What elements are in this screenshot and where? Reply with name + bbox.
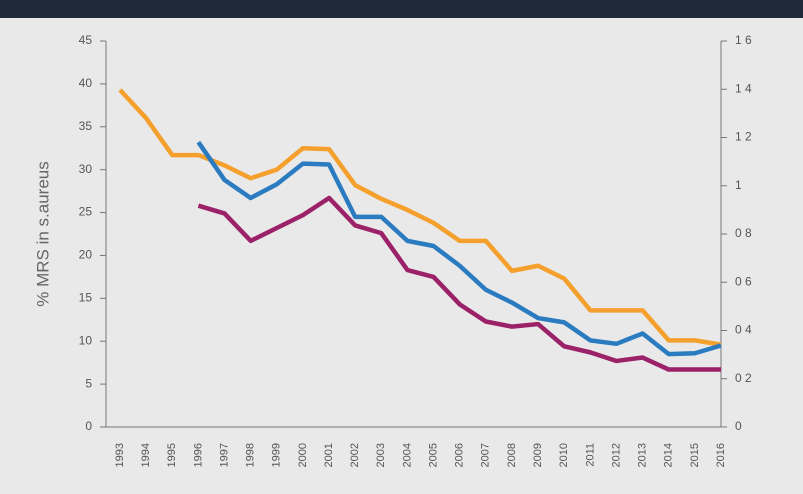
header-band [0,0,803,18]
x-tick-label: 1995 [166,443,178,467]
x-tick-label: 2000 [297,443,309,467]
y-tick-label: 40 [79,76,93,90]
x-tick-label: 1993 [114,443,126,467]
x-tick-label: 1997 [218,443,230,467]
x-tick-label: 1999 [271,443,283,467]
x-tick-label: 2009 [532,443,544,467]
y-axis-label: % MRS in s.aureus [33,161,52,307]
y-tick-label: 0 [85,419,92,433]
x-tick-label: 2007 [480,443,492,467]
x-tick-label: 2002 [349,443,361,467]
y2-tick-label: 0 8 [735,226,752,240]
y-tick-label: 20 [79,248,93,262]
series-line [196,140,722,357]
x-tick-label: 2012 [610,443,622,467]
y-tick-label: 45 [79,33,93,47]
series-line [118,88,722,347]
y2-tick-label: 1 [735,178,742,192]
x-tick-label: 2006 [454,443,466,467]
x-tick-label: 1994 [140,443,152,467]
series-line [197,195,721,372]
x-tick-label: 2016 [715,443,727,467]
x-tick-label: 1996 [192,443,204,467]
x-tick-label: 1998 [245,443,257,467]
x-tick-label: 2014 [663,443,675,467]
y2-tick-label: 1 6 [735,33,752,47]
y2-tick-label: 1 2 [735,130,752,144]
y-tick-label: 30 [79,162,93,176]
x-tick-label: 2015 [689,443,701,467]
x-tick-label: 2008 [506,443,518,467]
x-tick-label: 2010 [558,443,570,467]
y2-tick-label: 0 [735,419,742,433]
x-tick-label: 2004 [401,443,413,467]
x-tick-label: 2011 [584,443,596,467]
y2-tick-label: 0 4 [735,323,752,337]
y2-tick-label: 0 6 [735,274,752,288]
x-tick-label: 2001 [323,443,335,467]
y-tick-label: 25 [79,205,93,219]
y-tick-label: 10 [79,333,93,347]
x-tick-label: 2005 [427,443,439,467]
y-tick-label: 5 [85,376,92,390]
x-tick-label: 2003 [375,443,387,467]
y-tick-label: 35 [79,119,93,133]
y-tick-label: 15 [79,291,93,305]
y2-tick-label: 0 2 [735,371,752,385]
x-tick-label: 2013 [637,443,649,467]
y2-tick-label: 1 4 [735,81,752,95]
